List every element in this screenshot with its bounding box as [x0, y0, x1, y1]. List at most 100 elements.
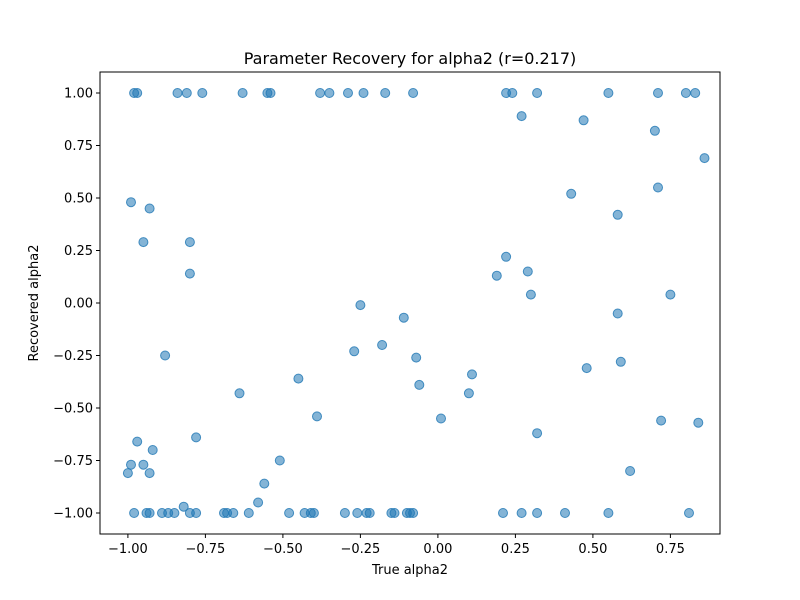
data-point: [234, 388, 245, 399]
data-point: [578, 115, 589, 126]
data-point: [191, 508, 202, 518]
data-point: [625, 466, 636, 476]
data-point: [501, 251, 512, 262]
data-point: [293, 373, 304, 384]
data-point: [649, 125, 660, 136]
data-point: [612, 209, 623, 220]
data-point: [684, 508, 694, 518]
data-point: [656, 415, 667, 426]
data-point: [380, 88, 391, 98]
data-point: [315, 88, 326, 98]
chart-title: Parameter Recovery for alpha2 (r=0.217): [244, 49, 577, 68]
data-point: [532, 428, 543, 439]
data-point: [184, 268, 195, 279]
y-axis-title: Recovered alpha2: [27, 245, 42, 362]
plot-frame: [99, 71, 721, 535]
y-tick-label: 0.25: [64, 244, 93, 259]
data-point: [516, 111, 527, 122]
data-point: [237, 88, 248, 98]
data-point: [516, 508, 527, 518]
data-point: [408, 508, 419, 518]
data-point: [253, 497, 264, 508]
data-point: [181, 88, 192, 98]
data-point: [349, 346, 360, 357]
data-point: [144, 508, 155, 518]
data-point: [243, 508, 254, 518]
data-point: [653, 182, 663, 193]
points-layer: [122, 88, 710, 518]
data-point: [467, 369, 477, 380]
data-point: [680, 88, 691, 98]
data-point: [274, 455, 285, 466]
data-point: [414, 379, 425, 390]
x-tick-label: −0.75: [185, 542, 225, 557]
data-point: [653, 88, 663, 98]
data-point: [612, 308, 623, 319]
data-point: [581, 363, 592, 374]
data-point: [532, 88, 543, 98]
y-tick-label: −0.25: [53, 349, 93, 364]
y-axis: −1.00 −0.75 −0.50 −0.25 0.00 0.25 0.50 0.75 1.00: [53, 87, 100, 522]
data-point: [603, 508, 614, 518]
data-point: [364, 508, 375, 518]
data-point: [169, 508, 180, 518]
data-point: [339, 508, 350, 518]
x-tick-label: −0.50: [263, 542, 303, 557]
data-point: [308, 508, 319, 518]
data-point: [284, 508, 295, 518]
data-point: [122, 468, 133, 479]
data-point: [525, 289, 536, 300]
data-point: [560, 508, 570, 518]
data-point: [132, 436, 143, 447]
data-point: [491, 270, 502, 281]
data-point: [343, 88, 353, 98]
data-point: [699, 153, 710, 164]
data-point: [690, 88, 701, 98]
data-point: [377, 340, 388, 350]
data-point: [172, 88, 183, 98]
x-tick-label: −0.25: [340, 542, 380, 557]
x-tick-label: 0.75: [656, 542, 685, 557]
x-tick-label: 0.00: [423, 542, 452, 557]
data-point: [507, 88, 518, 98]
data-point: [532, 508, 543, 518]
data-point: [126, 459, 136, 470]
data-point: [358, 88, 369, 98]
data-point: [144, 203, 155, 214]
data-point: [324, 88, 335, 98]
y-tick-label: 0.00: [64, 297, 93, 312]
data-point: [178, 501, 189, 512]
x-axis-title: True alpha2: [371, 563, 448, 578]
data-point: [522, 266, 533, 277]
y-tick-label: −1.00: [53, 507, 93, 522]
x-tick-label: 0.25: [501, 542, 530, 557]
data-point: [228, 508, 239, 518]
data-point: [126, 197, 136, 208]
data-point: [389, 508, 400, 518]
y-tick-label: 1.00: [64, 87, 93, 102]
data-point: [693, 417, 704, 428]
data-point: [147, 445, 158, 455]
data-point: [665, 289, 676, 300]
data-point: [132, 88, 143, 98]
data-point: [184, 237, 195, 248]
y-tick-label: −0.50: [53, 402, 93, 417]
data-point: [411, 352, 422, 363]
data-point: [197, 88, 208, 98]
data-point: [615, 356, 626, 367]
data-point: [436, 413, 446, 424]
data-point: [408, 88, 419, 98]
data-point: [355, 300, 366, 311]
data-point: [259, 478, 270, 489]
data-point: [265, 88, 276, 98]
data-point: [191, 432, 202, 443]
data-point: [352, 508, 363, 518]
data-point: [312, 411, 322, 422]
data-point: [138, 237, 149, 248]
y-tick-label: 0.75: [64, 139, 93, 154]
data-point: [160, 350, 171, 361]
x-axis: −1.00 −0.75 −0.50 −0.25 0.00 0.25 0.50 0.75: [108, 534, 685, 557]
data-point: [398, 312, 409, 323]
y-tick-label: −0.75: [53, 454, 93, 469]
